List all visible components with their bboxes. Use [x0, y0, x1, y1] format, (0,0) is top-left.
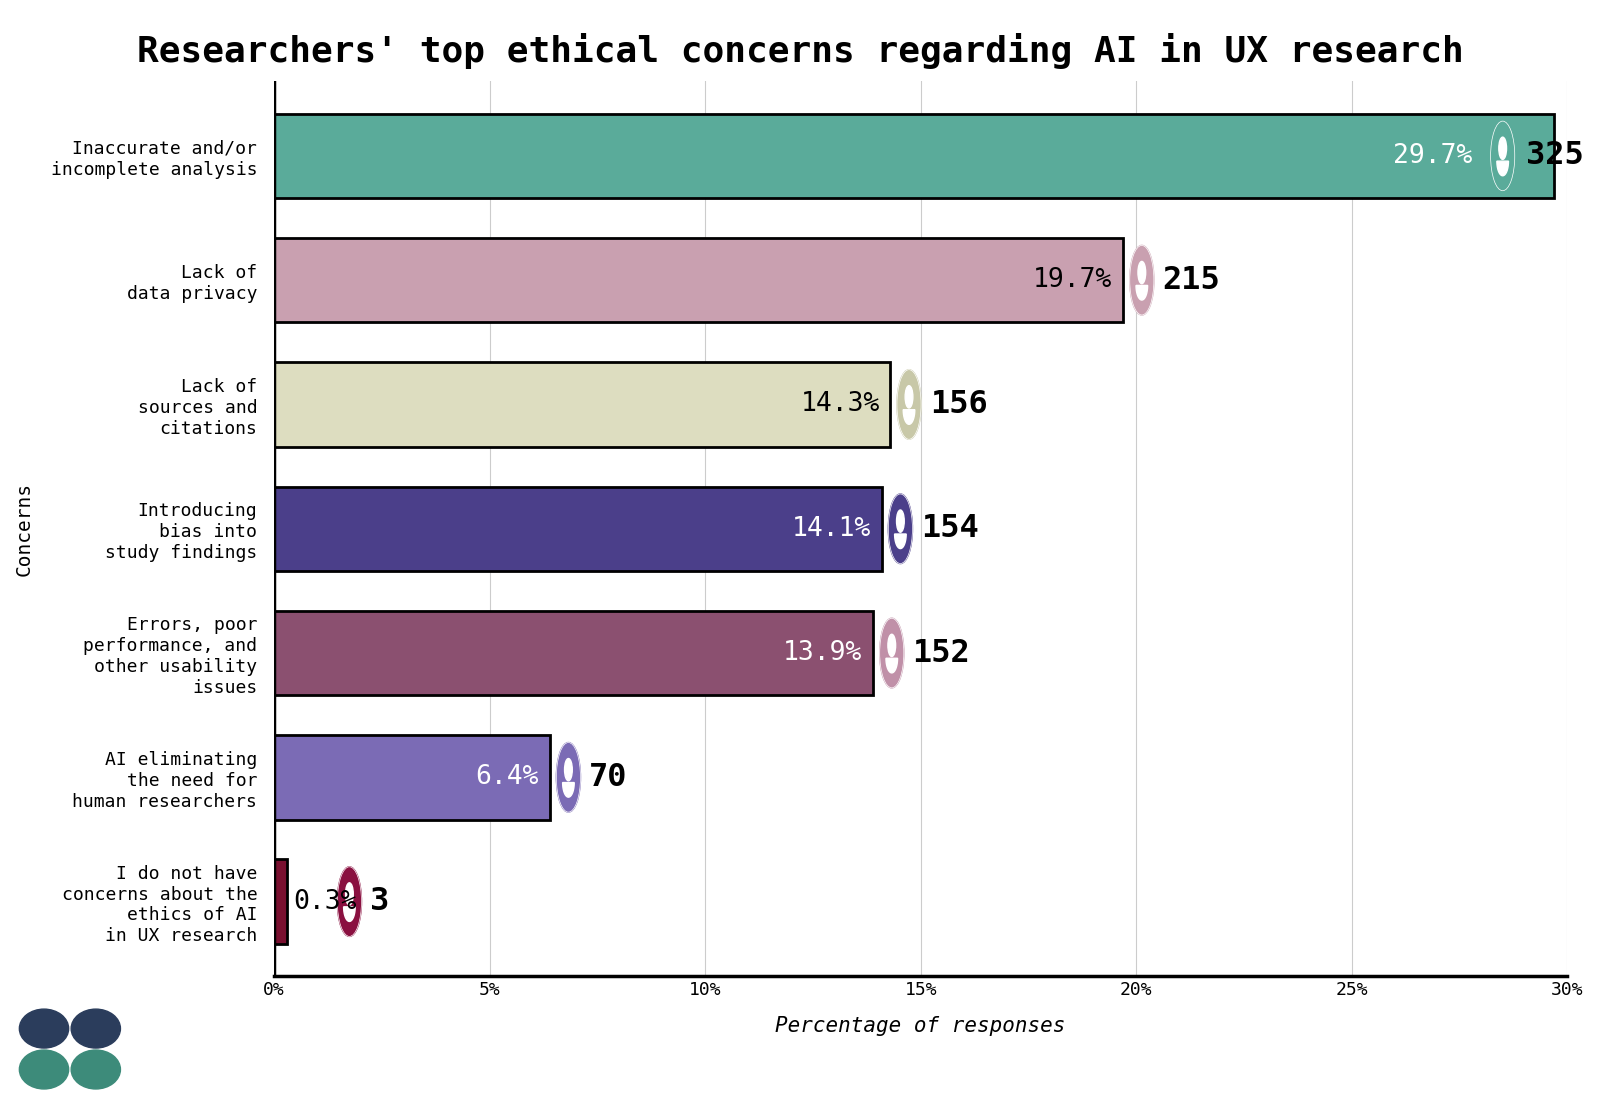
- Text: A: A: [885, 640, 899, 660]
- Circle shape: [888, 634, 896, 657]
- Text: 154: 154: [922, 513, 979, 544]
- Bar: [274, 611, 874, 696]
- Text: 325: 325: [1525, 140, 1584, 171]
- Circle shape: [1130, 246, 1154, 315]
- Text: Researchers' top ethical concerns regarding AI in UX research: Researchers' top ethical concerns regard…: [136, 33, 1464, 70]
- Bar: [274, 114, 1555, 198]
- Text: 6.4%: 6.4%: [475, 764, 539, 791]
- Text: 19.7%: 19.7%: [1034, 268, 1112, 293]
- Circle shape: [346, 883, 354, 905]
- Text: A: A: [1134, 268, 1149, 288]
- Y-axis label: Concerns: Concerns: [14, 482, 34, 576]
- Text: A: A: [562, 764, 576, 784]
- X-axis label: Percentage of responses: Percentage of responses: [776, 1015, 1066, 1035]
- Bar: [274, 363, 891, 447]
- Text: 0.3%: 0.3%: [293, 888, 357, 915]
- Circle shape: [557, 742, 581, 812]
- Circle shape: [338, 867, 362, 937]
- Polygon shape: [344, 907, 355, 921]
- Circle shape: [19, 1009, 69, 1048]
- Polygon shape: [1136, 285, 1147, 300]
- Text: 13.9%: 13.9%: [782, 640, 862, 666]
- Circle shape: [880, 618, 904, 688]
- Circle shape: [1491, 122, 1515, 190]
- Circle shape: [70, 1009, 120, 1048]
- Text: 156: 156: [930, 389, 987, 420]
- Circle shape: [906, 386, 914, 408]
- Text: 152: 152: [912, 637, 970, 668]
- Bar: [274, 735, 550, 820]
- Text: 3: 3: [370, 886, 389, 917]
- Bar: [274, 238, 1123, 323]
- Text: 14.1%: 14.1%: [792, 515, 870, 542]
- Text: A: A: [902, 392, 917, 411]
- Text: 70: 70: [589, 762, 627, 793]
- Polygon shape: [1498, 161, 1509, 176]
- Bar: [274, 487, 882, 571]
- Circle shape: [70, 1050, 120, 1089]
- Circle shape: [19, 1050, 69, 1089]
- Polygon shape: [894, 534, 906, 549]
- Circle shape: [565, 759, 573, 781]
- Circle shape: [888, 494, 912, 564]
- Circle shape: [896, 510, 904, 532]
- Bar: [274, 859, 286, 943]
- Text: A: A: [342, 889, 357, 909]
- Text: A: A: [893, 517, 907, 536]
- Circle shape: [1499, 137, 1507, 159]
- Polygon shape: [563, 783, 574, 797]
- Text: 14.3%: 14.3%: [800, 392, 880, 417]
- Circle shape: [898, 369, 922, 439]
- Circle shape: [1138, 261, 1146, 283]
- Polygon shape: [886, 658, 898, 672]
- Polygon shape: [904, 409, 915, 425]
- Text: A: A: [1496, 143, 1510, 164]
- Text: 29.7%: 29.7%: [1394, 143, 1472, 169]
- Text: 215: 215: [1163, 264, 1221, 295]
